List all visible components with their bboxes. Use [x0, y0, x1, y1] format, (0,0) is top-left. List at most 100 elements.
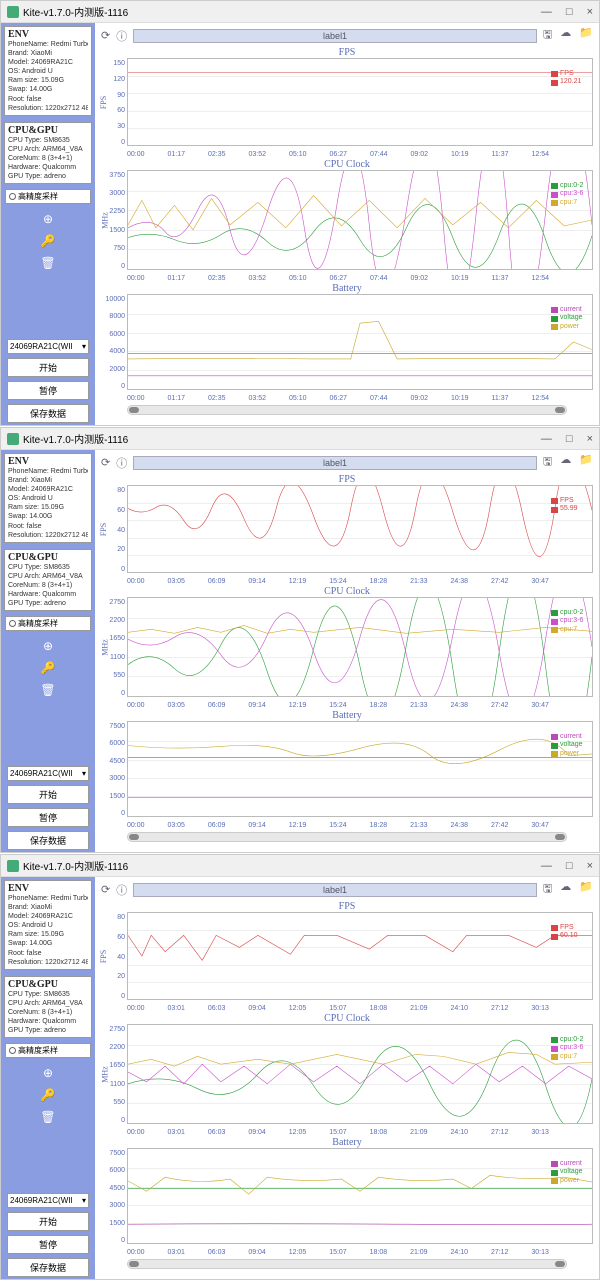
y-axis: 750060004500300015000	[101, 721, 127, 829]
save-file-icon[interactable]: 🖫	[543, 880, 552, 899]
legend-item: voltage	[551, 314, 593, 322]
app-title: Kite-v1.7.0-内测版-1116	[23, 431, 128, 446]
plot-area[interactable]	[127, 170, 593, 270]
titlebar[interactable]: Kite-v1.7.0-内测版-1116 — □ ×	[1, 1, 599, 23]
legend-item: 120.21	[551, 78, 593, 86]
key-icon[interactable]: 🔑	[41, 234, 56, 248]
maximize-button[interactable]: □	[566, 860, 573, 872]
app-icon	[7, 860, 19, 872]
sample-mode-button[interactable]: 高精度采样	[5, 616, 91, 631]
start-button[interactable]: 开始	[7, 1212, 89, 1231]
battery-chart: Battery 750060004500300015000 currentvol…	[101, 710, 593, 829]
folder-icon[interactable]: 📁	[579, 453, 593, 472]
refresh-icon[interactable]: ⟳	[101, 29, 110, 42]
add-icon[interactable]: ⊕	[43, 639, 53, 653]
refresh-icon[interactable]: ⟳	[101, 456, 110, 469]
info-icon[interactable]: ⓘ	[116, 455, 127, 471]
y-label: FPS	[99, 96, 108, 109]
plot-area[interactable]	[127, 1024, 593, 1124]
legend-item: cpu:0-2	[551, 182, 593, 190]
app-icon	[7, 433, 19, 445]
sample-mode-button[interactable]: 高精度采样	[5, 189, 91, 204]
env-panel: ENV PhoneName: Redmi Turbo 3Brand: XiaoM…	[4, 880, 92, 970]
folder-icon[interactable]: 📁	[579, 880, 593, 899]
save-button[interactable]: 保存数据	[7, 404, 89, 423]
legend-item: FPS	[551, 70, 593, 78]
legend-item: power	[551, 750, 593, 758]
cpugpu-panel: CPU&GPU CPU Type: SM8635CPU Arch: ARM64_…	[4, 549, 92, 611]
fps-chart: FPS FPS 1501209060300 FPS120.21 00:0001:…	[101, 47, 593, 158]
pause-button[interactable]: 暂停	[7, 1235, 89, 1254]
cloud-icon[interactable]: ☁	[560, 453, 571, 472]
device-selector[interactable]: 24069RA21C(WII▾	[7, 1193, 89, 1208]
add-icon[interactable]: ⊕	[43, 1066, 53, 1080]
x-axis: 00:0003:0106:0309:0412:0515:0718:0821:09…	[127, 1249, 549, 1256]
device-selector[interactable]: 24069RA21C(WII▾	[7, 339, 89, 354]
minimize-button[interactable]: —	[541, 433, 552, 445]
add-icon[interactable]: ⊕	[43, 212, 53, 226]
pause-button[interactable]: 暂停	[7, 808, 89, 827]
cpu-clock-chart: CPU Clock MHz 27502200165011005500 cpu:0…	[101, 586, 593, 709]
cpugpu-panel: CPU&GPU CPU Type: SM8635CPU Arch: ARM64_…	[4, 976, 92, 1038]
close-button[interactable]: ×	[587, 6, 593, 18]
save-file-icon[interactable]: 🖫	[543, 26, 552, 45]
label-box[interactable]: label1	[133, 456, 537, 470]
plot-area[interactable]	[127, 912, 593, 1000]
battery-chart: Battery 750060004500300015000 currentvol…	[101, 1137, 593, 1256]
pause-button[interactable]: 暂停	[7, 381, 89, 400]
key-icon[interactable]: 🔑	[41, 661, 56, 675]
device-selector[interactable]: 24069RA21C(WII▾	[7, 766, 89, 781]
chart-title: Battery	[101, 283, 593, 294]
plot-area[interactable]	[127, 721, 593, 817]
plot-area[interactable]	[127, 1148, 593, 1244]
key-icon[interactable]: 🔑	[41, 1088, 56, 1102]
y-label: MHz	[101, 639, 110, 655]
maximize-button[interactable]: □	[566, 433, 573, 445]
app-window: Kite-v1.7.0-内测版-1116 — □ × ENV PhoneName…	[0, 427, 600, 853]
info-icon[interactable]: ⓘ	[116, 882, 127, 898]
legend: FPS120.21	[551, 70, 593, 87]
save-button[interactable]: 保存数据	[7, 1258, 89, 1277]
delete-icon[interactable]: 🗑	[40, 256, 55, 270]
legend: currentvoltagepower	[551, 1160, 593, 1185]
save-button[interactable]: 保存数据	[7, 831, 89, 850]
start-button[interactable]: 开始	[7, 358, 89, 377]
info-icon[interactable]: ⓘ	[116, 28, 127, 44]
plot-area[interactable]	[127, 485, 593, 573]
time-scrollbar[interactable]	[127, 1259, 567, 1269]
x-axis: 00:0001:1702:3503:5205:1006:2707:4409:02…	[127, 275, 549, 282]
sample-mode-button[interactable]: 高精度采样	[5, 1043, 91, 1058]
delete-icon[interactable]: 🗑	[40, 1110, 55, 1124]
minimize-button[interactable]: —	[541, 6, 552, 18]
cloud-icon[interactable]: ☁	[560, 26, 571, 45]
refresh-icon[interactable]: ⟳	[101, 883, 110, 896]
titlebar[interactable]: Kite-v1.7.0-内测版-1116 — □ ×	[1, 428, 599, 450]
y-axis: 750060004500300015000	[101, 1148, 127, 1256]
main-content: ⟳ ⓘ label1 🖫 ☁ 📁 FPS FPS 806040200 FPS60…	[95, 877, 599, 1279]
legend-item: cpu:0-2	[551, 1036, 593, 1044]
titlebar[interactable]: Kite-v1.7.0-内测版-1116 — □ ×	[1, 855, 599, 877]
time-scrollbar[interactable]	[127, 832, 567, 842]
x-axis: 00:0003:0106:0309:0412:0515:0718:0821:09…	[127, 1005, 549, 1012]
toolbar: ⟳ ⓘ label1 🖫 ☁ 📁	[101, 880, 593, 899]
plot-area[interactable]	[127, 58, 593, 146]
maximize-button[interactable]: □	[566, 6, 573, 18]
label-box[interactable]: label1	[133, 29, 537, 43]
toolbar: ⟳ ⓘ label1 🖫 ☁ 📁	[101, 26, 593, 45]
delete-icon[interactable]: 🗑	[40, 683, 55, 697]
save-file-icon[interactable]: 🖫	[543, 453, 552, 472]
close-button[interactable]: ×	[587, 433, 593, 445]
chart-title: Battery	[101, 710, 593, 721]
close-button[interactable]: ×	[587, 860, 593, 872]
plot-area[interactable]	[127, 294, 593, 390]
minimize-button[interactable]: —	[541, 860, 552, 872]
sidebar: ENV PhoneName: Redmi Turbo 3Brand: XiaoM…	[1, 450, 95, 852]
legend-item: current	[551, 306, 593, 314]
cloud-icon[interactable]: ☁	[560, 880, 571, 899]
folder-icon[interactable]: 📁	[579, 26, 593, 45]
chart-title: FPS	[101, 901, 593, 912]
label-box[interactable]: label1	[133, 883, 537, 897]
start-button[interactable]: 开始	[7, 785, 89, 804]
plot-area[interactable]	[127, 597, 593, 697]
time-scrollbar[interactable]	[127, 405, 567, 415]
